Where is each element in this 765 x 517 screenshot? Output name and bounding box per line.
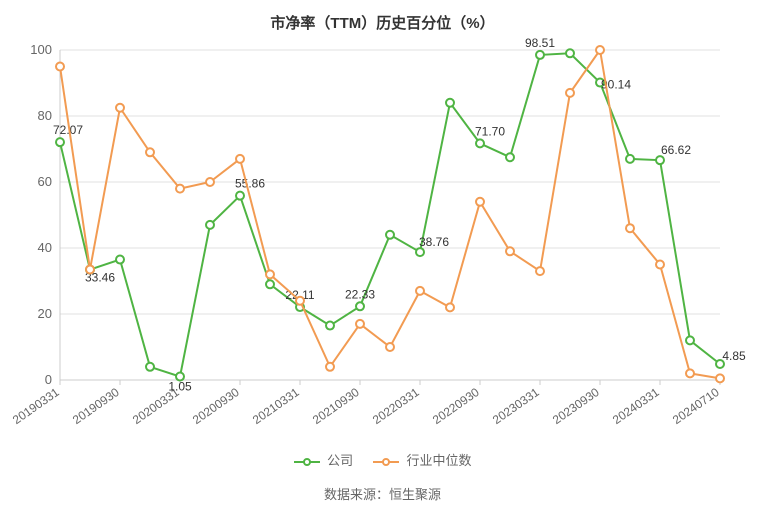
series-line-1 <box>60 50 720 378</box>
x-tick-label: 20210930 <box>310 385 362 427</box>
legend-item-company: 公司 <box>294 450 354 469</box>
x-tick-label: 20210331 <box>250 385 302 427</box>
y-tick-label: 20 <box>38 306 52 321</box>
x-tick-label: 20230331 <box>490 385 542 427</box>
series-marker-0 <box>386 231 394 239</box>
series-marker-1 <box>686 369 694 377</box>
series-marker-0 <box>416 248 424 256</box>
data-label: 38.76 <box>419 235 449 249</box>
legend-marker-company <box>294 456 320 468</box>
series-marker-1 <box>236 155 244 163</box>
series-marker-1 <box>656 261 664 269</box>
series-marker-1 <box>266 270 274 278</box>
series-marker-0 <box>536 51 544 59</box>
legend-label-company: 公司 <box>327 453 353 468</box>
series-marker-1 <box>476 198 484 206</box>
series-marker-0 <box>326 322 334 330</box>
series-marker-1 <box>356 320 364 328</box>
series-marker-0 <box>116 256 124 264</box>
series-marker-0 <box>146 363 154 371</box>
x-tick-label: 20190930 <box>70 385 122 427</box>
x-tick-label: 20240710 <box>670 385 722 427</box>
series-marker-1 <box>206 178 214 186</box>
series-marker-1 <box>116 104 124 112</box>
x-tick-label: 20220331 <box>370 385 422 427</box>
legend-item-industry: 行业中位数 <box>373 450 472 469</box>
series-marker-0 <box>56 138 64 146</box>
x-tick-label: 20190331 <box>10 385 62 427</box>
series-marker-0 <box>206 221 214 229</box>
chart-title: 市净率（TTM）历史百分位（%） <box>0 12 765 33</box>
x-tick-label: 20200930 <box>190 385 242 427</box>
data-label: 22.33 <box>345 287 375 301</box>
series-marker-0 <box>506 153 514 161</box>
series-marker-0 <box>446 99 454 107</box>
series-marker-1 <box>56 63 64 71</box>
y-tick-label: 0 <box>45 372 52 387</box>
series-marker-1 <box>506 247 514 255</box>
data-label: 71.70 <box>475 124 505 138</box>
plot-area: 0204060801002019033120190930202003312020… <box>60 40 730 380</box>
data-source-label: 数据来源：恒生聚源 <box>0 484 765 503</box>
series-line-0 <box>60 53 720 376</box>
series-marker-1 <box>566 89 574 97</box>
series-marker-0 <box>236 192 244 200</box>
series-marker-0 <box>656 156 664 164</box>
series-marker-1 <box>386 343 394 351</box>
series-marker-1 <box>416 287 424 295</box>
data-label: 98.51 <box>525 36 555 50</box>
y-tick-label: 80 <box>38 108 52 123</box>
x-tick-label: 20240331 <box>610 385 662 427</box>
series-marker-1 <box>86 265 94 273</box>
series-marker-0 <box>626 155 634 163</box>
series-marker-1 <box>626 224 634 232</box>
series-marker-0 <box>266 280 274 288</box>
series-marker-1 <box>176 185 184 193</box>
data-label: 55.86 <box>235 177 265 191</box>
series-marker-1 <box>326 363 334 371</box>
data-label: 4.85 <box>722 349 746 363</box>
legend: 公司 行业中位数 <box>0 450 765 469</box>
data-label: 66.62 <box>661 143 691 157</box>
legend-label-industry: 行业中位数 <box>406 453 471 468</box>
legend-marker-industry <box>373 456 399 468</box>
y-tick-label: 60 <box>38 174 52 189</box>
series-marker-0 <box>566 49 574 57</box>
chart-container: 市净率（TTM）历史百分位（%） 02040608010020190331201… <box>0 0 765 517</box>
series-marker-0 <box>476 139 484 147</box>
data-label: 1.05 <box>168 380 192 394</box>
x-tick-label: 20230930 <box>550 385 602 427</box>
x-tick-label: 20220930 <box>430 385 482 427</box>
series-marker-0 <box>356 302 364 310</box>
series-marker-1 <box>596 46 604 54</box>
series-marker-1 <box>146 148 154 156</box>
series-marker-1 <box>716 374 724 382</box>
y-tick-label: 100 <box>30 42 52 57</box>
y-tick-label: 40 <box>38 240 52 255</box>
series-marker-0 <box>686 336 694 344</box>
series-marker-1 <box>536 267 544 275</box>
series-marker-1 <box>446 303 454 311</box>
series-marker-1 <box>296 297 304 305</box>
